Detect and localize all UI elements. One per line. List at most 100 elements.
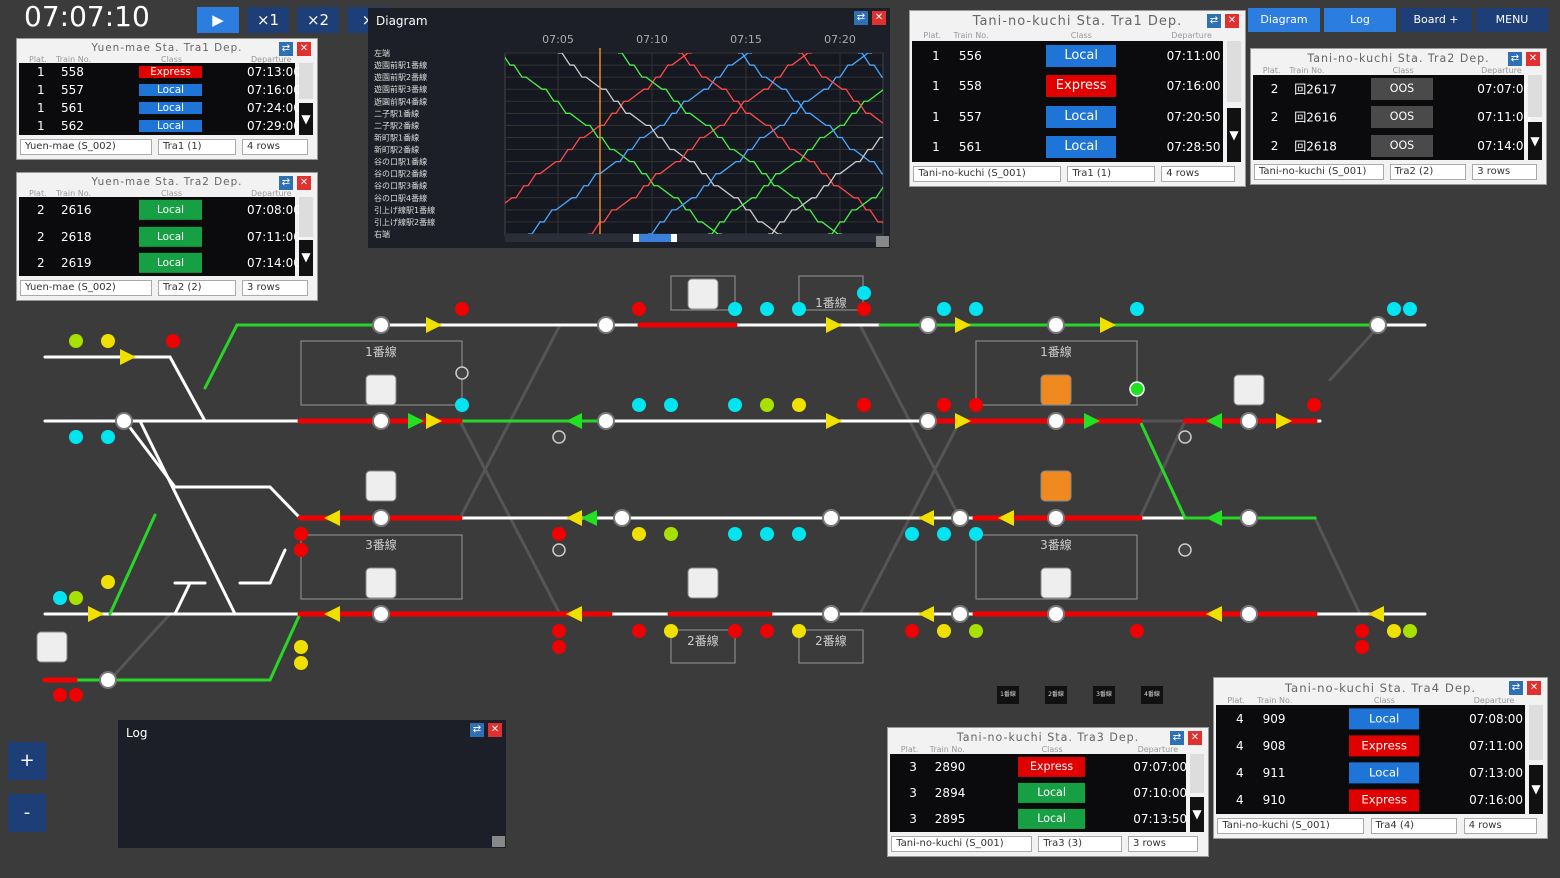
station-label: 引上げ線駅2番線: [374, 217, 435, 227]
close-button[interactable]: ✕: [1225, 14, 1239, 28]
column-header: Plat.: [900, 745, 919, 754]
swap-button[interactable]: ⇄: [1508, 52, 1522, 66]
speed-button[interactable]: ×2: [297, 7, 339, 33]
train-class: Express: [1349, 789, 1420, 811]
swap-button[interactable]: ⇄: [1170, 731, 1184, 745]
platform: 1: [932, 79, 940, 94]
board-footer: Tani-no-kuchi (S_001): [1253, 164, 1384, 180]
scroll-up[interactable]: [299, 63, 313, 99]
swap-button[interactable]: ⇄: [470, 723, 484, 737]
zoom-button[interactable]: +: [8, 742, 46, 780]
column-header: Plat.: [29, 189, 47, 198]
departure-board: Tani-no-kuchi Sta. Tra4 Dep. ⇄ ✕ Plat. Train…: [1213, 677, 1548, 839]
station-label: 遊園前駅2番線: [374, 72, 427, 82]
swap-button[interactable]: ⇄: [279, 176, 293, 190]
board-footer: Tra1 (1): [158, 139, 236, 155]
close-button[interactable]: ✕: [297, 42, 311, 56]
menu-button[interactable]: Log: [1324, 8, 1396, 32]
scroll-down[interactable]: ▼: [299, 102, 313, 135]
train-class: Local: [1046, 45, 1117, 68]
time-label: 07:10: [636, 33, 668, 46]
board-footer: Tra3 (3): [1038, 836, 1122, 852]
column-header: Train No.: [1257, 696, 1293, 705]
track-label: 3番線: [365, 538, 397, 552]
close-button[interactable]: ✕: [488, 723, 502, 737]
station-label: 右端: [374, 229, 390, 239]
close-button[interactable]: ✕: [872, 11, 886, 25]
departure-time: 07:20:50: [1166, 109, 1221, 124]
track-button[interactable]: 4番線: [1141, 686, 1163, 704]
close-button[interactable]: ✕: [1527, 681, 1541, 695]
scroll-up[interactable]: [1529, 705, 1543, 760]
departure-time: 07:16:00: [1469, 793, 1523, 808]
train-class: Local: [139, 120, 202, 132]
menu-button[interactable]: MENU: [1476, 8, 1548, 32]
scroll-down[interactable]: ▼: [1529, 764, 1543, 814]
swap-button[interactable]: ⇄: [1509, 681, 1523, 695]
train-number: 911: [1262, 766, 1286, 781]
menu-button[interactable]: Diagram: [1248, 8, 1320, 32]
swap-button[interactable]: ⇄: [1207, 14, 1221, 28]
train-line: [768, 53, 890, 234]
train-class: Local: [1046, 135, 1117, 158]
track-label: 1番線: [815, 296, 847, 310]
close-button[interactable]: ✕: [1188, 731, 1202, 745]
station-label: 遊園前駅1番線: [374, 60, 427, 70]
close-button[interactable]: ✕: [1526, 52, 1540, 66]
board-footer: Tra2 (2): [158, 280, 236, 296]
station-label: 遊園前駅3番線: [374, 84, 427, 94]
track-button[interactable]: 1番線: [997, 686, 1019, 704]
column-header: Train No.: [56, 55, 92, 64]
board-footer: 4 rows: [1463, 818, 1537, 834]
close-button[interactable]: ✕: [297, 176, 311, 190]
column-header: Class: [1392, 66, 1414, 75]
track-button[interactable]: 2番線: [1045, 686, 1067, 704]
board-footer: Tra1 (1): [1067, 166, 1155, 182]
train-number: 910: [1262, 793, 1286, 808]
train-line: [798, 53, 890, 234]
board-title: Tani-no-kuchi Sta. Tra3 Dep.: [956, 731, 1140, 744]
column-header: Class: [1373, 696, 1395, 705]
log-window: Log ⇄ ✕: [118, 720, 506, 848]
column-header: Departure: [251, 55, 292, 64]
departure-board: Tani-no-kuchi Sta. Tra3 Dep. ⇄ ✕ Plat. Train…: [887, 727, 1209, 857]
column-header: Departure: [1171, 31, 1212, 40]
scroll-down[interactable]: ▼: [299, 240, 313, 276]
train-number: 回2618: [1294, 139, 1337, 154]
scroll-up[interactable]: [1528, 74, 1542, 118]
departure-time: 07:24:00: [247, 101, 301, 115]
board-title: Tani-no-kuchi Sta. Tra1 Dep.: [972, 14, 1183, 29]
column-header: Departure: [1137, 745, 1179, 754]
speed-button[interactable]: ×1: [247, 7, 289, 33]
departure-time: 07:13:50: [1133, 811, 1188, 826]
menu-button[interactable]: Board +: [1400, 8, 1472, 32]
play-button[interactable]: ▶: [197, 7, 239, 33]
train-line: [558, 53, 782, 234]
departure-time: 07:07:00: [1477, 81, 1532, 96]
column-header: Train No.: [929, 745, 965, 754]
resize-handle: [492, 836, 505, 847]
track-button[interactable]: 3番線: [1093, 686, 1115, 704]
station-label: 引上げ線駅1番線: [374, 205, 435, 215]
scroll-down[interactable]: ▼: [1190, 796, 1204, 832]
scroll-up[interactable]: [299, 197, 313, 237]
train-class: Local: [1018, 808, 1086, 829]
train-number: 2894: [934, 785, 966, 800]
platform: 2: [37, 255, 45, 270]
departure-time: 07:16:00: [247, 83, 301, 97]
zoom-button[interactable]: -: [8, 794, 46, 832]
swap-button[interactable]: ⇄: [279, 42, 293, 56]
board-table: 3 2890 Express 07:07:00 3 2894 Local 07:10:00 3 2…: [890, 753, 1188, 832]
log-title: Log: [126, 726, 148, 740]
scroll-up[interactable]: [1190, 753, 1204, 793]
scroll-down[interactable]: ▼: [1528, 121, 1542, 160]
scroll-down[interactable]: ▼: [1227, 107, 1241, 162]
swap-button[interactable]: ⇄: [854, 11, 868, 25]
board-table: 1 556 Local 07:11:00 1 558 Express 07:16:00 1 557…: [912, 41, 1223, 162]
departure-time: 07:11:00: [1477, 110, 1532, 125]
scroll-up[interactable]: [1227, 41, 1241, 102]
train-number: 558: [61, 65, 84, 79]
clock: 07:07:10: [24, 0, 150, 33]
train-number: 回2616: [1294, 110, 1337, 125]
